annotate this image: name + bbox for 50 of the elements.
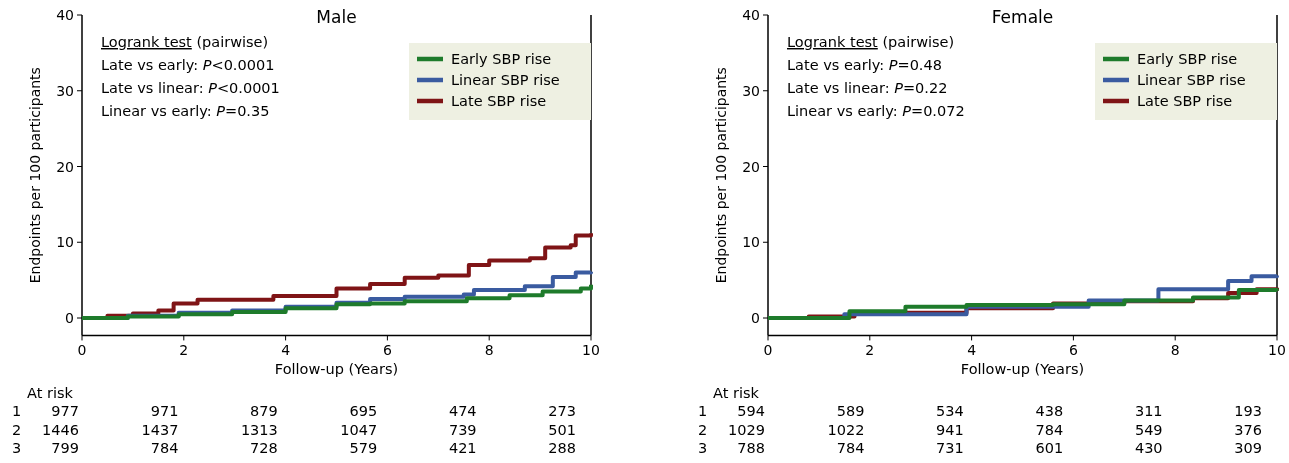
annotation: Logrank test (pairwise) bbox=[787, 34, 955, 50]
text: 1 594 589 534 438 311 193 bbox=[698, 403, 1262, 420]
y-tick-label: 0 bbox=[65, 310, 74, 326]
y-tick-label: 10 bbox=[742, 234, 760, 251]
y-tick-label: 30 bbox=[742, 82, 760, 99]
annotation: Late vs linear: P=0.22 bbox=[787, 80, 948, 96]
x-tick-label: 4 bbox=[281, 342, 291, 359]
text: 3 799 784 728 579 421 288 bbox=[12, 439, 576, 456]
legend-label: Linear SBP rise bbox=[451, 72, 560, 88]
text: 2 1029 1022 941 784 549 376 bbox=[698, 421, 1262, 438]
legend-label: Late SBP rise bbox=[451, 93, 547, 109]
annotation: Linear vs early: P=0.35 bbox=[101, 103, 270, 119]
x-tick-label: 6 bbox=[382, 342, 392, 359]
x-tick-label: 0 bbox=[763, 342, 773, 359]
x-axis-title: Follow-up (Years) bbox=[274, 361, 399, 378]
legend-label: Early SBP rise bbox=[1137, 51, 1238, 67]
annotation: Linear vs early: P=0.072 bbox=[787, 103, 965, 119]
x-tick-label: 4 bbox=[967, 342, 977, 359]
x-axis-title: Follow-up (Years) bbox=[960, 361, 1085, 378]
x-tick-label: 2 bbox=[865, 342, 875, 359]
text: At risk bbox=[713, 385, 760, 401]
text: 3 788 784 731 601 430 309 bbox=[698, 439, 1262, 456]
legend-label: Late SBP rise bbox=[1137, 93, 1233, 109]
y-tick-label: 20 bbox=[56, 158, 74, 175]
y-tick-label: 40 bbox=[742, 7, 760, 23]
annotation: Late vs early: P=0.48 bbox=[787, 57, 942, 73]
x-tick-label: 8 bbox=[484, 342, 494, 359]
x-tick-label: 10 bbox=[1268, 342, 1286, 359]
y-axis-title: Endpoints per 100 participants bbox=[27, 67, 43, 284]
y-tick-label: 30 bbox=[56, 82, 74, 99]
y-tick-label: 0 bbox=[751, 310, 760, 326]
y-axis-title: Endpoints per 100 participants bbox=[713, 67, 729, 284]
y-tick-label: 20 bbox=[742, 158, 760, 175]
chart-title: Male bbox=[316, 7, 357, 27]
x-tick-label: 8 bbox=[1170, 342, 1180, 359]
legend-label: Early SBP rise bbox=[451, 51, 552, 67]
text: 1 977 971 879 695 474 273 bbox=[12, 403, 576, 420]
annotation: Logrank test (pairwise) bbox=[101, 34, 269, 50]
annotation: Late vs early: P<0.0001 bbox=[101, 57, 275, 73]
annotation: Late vs linear: P<0.0001 bbox=[101, 80, 280, 96]
chart-title: Female bbox=[991, 7, 1054, 27]
x-tick-label: 0 bbox=[77, 342, 87, 359]
legend-label: Linear SBP rise bbox=[1137, 72, 1246, 88]
text: At risk bbox=[27, 385, 74, 401]
x-tick-label: 10 bbox=[582, 342, 600, 359]
y-tick-label: 40 bbox=[56, 7, 74, 23]
x-tick-label: 6 bbox=[1068, 342, 1078, 359]
text: 2 1446 1437 1313 1047 739 501 bbox=[12, 421, 576, 438]
x-tick-label: 2 bbox=[179, 342, 189, 359]
y-tick-label: 10 bbox=[56, 234, 74, 251]
